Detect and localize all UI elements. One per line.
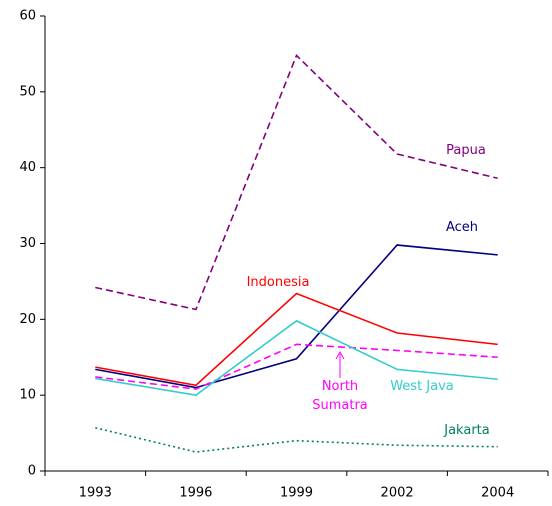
x-tick-label: 1993	[79, 486, 112, 501]
y-tick-label: 50	[19, 84, 36, 99]
series-label: Indonesia	[246, 275, 310, 290]
x-tick-label: 2002	[381, 486, 414, 501]
x-tick-label: 1996	[179, 486, 212, 501]
label-arrow-head	[335, 350, 345, 360]
series-line	[95, 292, 498, 387]
series-label: Aceh	[445, 220, 479, 235]
series-line	[95, 54, 498, 311]
series-line	[95, 343, 498, 390]
series-label: Jakarta	[444, 423, 490, 438]
x-tick-label: 1999	[280, 486, 313, 501]
series-label: West Java	[390, 379, 454, 394]
y-tick-label: 20	[19, 312, 36, 327]
y-tick-label: 30	[19, 236, 36, 251]
y-tick-label: 0	[28, 464, 36, 479]
y-tick-label: 40	[19, 160, 36, 175]
y-tick-label: 60	[19, 9, 36, 24]
y-tick-label: 10	[19, 388, 36, 403]
x-tick-label: 2004	[481, 486, 514, 501]
series-line	[95, 319, 498, 397]
series-label: Papua	[446, 143, 486, 158]
series-label: North Sumatra	[312, 379, 368, 413]
series-line	[95, 244, 498, 389]
